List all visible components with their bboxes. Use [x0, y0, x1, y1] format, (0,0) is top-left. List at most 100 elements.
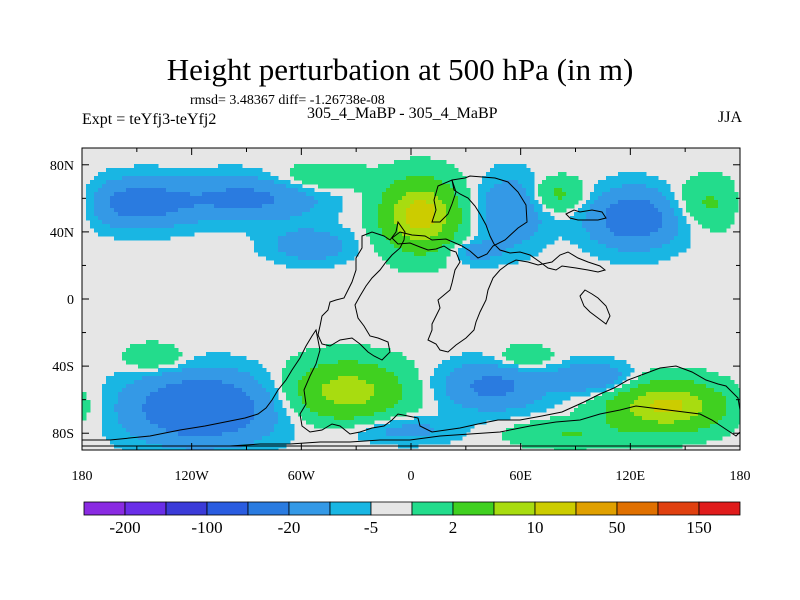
- field-cell: [690, 384, 695, 389]
- field-cell: [302, 252, 307, 257]
- field-cell: [438, 396, 443, 401]
- field-cell: [602, 232, 607, 237]
- field-cell: [594, 372, 599, 377]
- field-cell: [658, 232, 663, 237]
- field-cell: [174, 212, 179, 217]
- field-cell: [642, 180, 647, 185]
- field-cell: [306, 248, 311, 253]
- field-cell: [122, 400, 127, 405]
- field-cell: [530, 192, 535, 197]
- field-cell: [294, 184, 299, 189]
- field-cell: [254, 200, 259, 205]
- field-cell: [326, 204, 331, 209]
- field-cell: [482, 252, 487, 257]
- field-cell: [158, 224, 163, 229]
- field-cell: [454, 364, 459, 369]
- field-cell: [514, 380, 519, 385]
- field-cell: [374, 196, 379, 201]
- field-cell: [426, 184, 431, 189]
- field-cell: [434, 392, 439, 397]
- field-cell: [142, 384, 147, 389]
- field-cell: [194, 368, 199, 373]
- field-cell: [206, 208, 211, 213]
- field-cell: [162, 176, 167, 181]
- field-cell: [562, 392, 567, 397]
- field-cell: [406, 220, 411, 225]
- field-cell: [574, 212, 579, 217]
- field-cell: [458, 184, 463, 189]
- field-cell: [186, 172, 191, 177]
- field-cell: [290, 252, 295, 257]
- field-cell: [406, 224, 411, 229]
- field-cell: [350, 240, 355, 245]
- field-cell: [290, 200, 295, 205]
- field-cell: [574, 240, 579, 245]
- field-cell: [574, 380, 579, 385]
- field-cell: [498, 208, 503, 213]
- field-cell: [154, 388, 159, 393]
- field-cell: [302, 216, 307, 221]
- field-cell: [498, 400, 503, 405]
- field-cell: [722, 192, 727, 197]
- field-cell: [494, 376, 499, 381]
- field-cell: [242, 200, 247, 205]
- field-cell: [538, 348, 543, 353]
- field-cell: [498, 168, 503, 173]
- field-cell: [382, 228, 387, 233]
- field-cell: [670, 368, 675, 373]
- field-cell: [654, 368, 659, 373]
- field-cell: [490, 208, 495, 213]
- field-cell: [574, 384, 579, 389]
- field-cell: [294, 204, 299, 209]
- field-cell: [462, 384, 467, 389]
- field-cell: [434, 176, 439, 181]
- field-cell: [290, 372, 295, 377]
- field-cell: [170, 368, 175, 373]
- field-cell: [102, 404, 107, 409]
- field-cell: [422, 220, 427, 225]
- field-cell: [382, 184, 387, 189]
- field-cell: [510, 216, 515, 221]
- field-cell: [546, 388, 551, 393]
- field-cell: [338, 348, 343, 353]
- field-cell: [238, 224, 243, 229]
- field-cell: [290, 220, 295, 225]
- field-cell: [730, 196, 735, 201]
- field-cell: [170, 400, 175, 405]
- field-cell: [442, 172, 447, 177]
- field-cell: [390, 176, 395, 181]
- field-cell: [310, 260, 315, 265]
- field-cell: [446, 220, 451, 225]
- field-cell: [498, 236, 503, 241]
- field-cell: [270, 232, 275, 237]
- field-cell: [482, 240, 487, 245]
- field-cell: [214, 216, 219, 221]
- field-cell: [314, 364, 319, 369]
- field-cell: [298, 172, 303, 177]
- field-cell: [618, 244, 623, 249]
- field-cell: [366, 400, 371, 405]
- field-cell: [258, 224, 263, 229]
- field-cell: [198, 192, 203, 197]
- field-cell: [150, 360, 155, 365]
- field-cell: [558, 200, 563, 205]
- field-cell: [642, 384, 647, 389]
- field-cell: [166, 220, 171, 225]
- field-cell: [398, 356, 403, 361]
- field-cell: [306, 396, 311, 401]
- field-cell: [226, 200, 231, 205]
- field-cell: [202, 396, 207, 401]
- field-cell: [658, 384, 663, 389]
- field-cell: [142, 180, 147, 185]
- field-cell: [154, 168, 159, 173]
- field-cell: [254, 184, 259, 189]
- field-cell: [94, 216, 99, 221]
- field-cell: [246, 372, 251, 377]
- field-cell: [262, 212, 267, 217]
- field-cell: [694, 380, 699, 385]
- field-cell: [286, 184, 291, 189]
- field-cell: [386, 400, 391, 405]
- field-cell: [606, 248, 611, 253]
- field-cell: [642, 248, 647, 253]
- field-cell: [690, 184, 695, 189]
